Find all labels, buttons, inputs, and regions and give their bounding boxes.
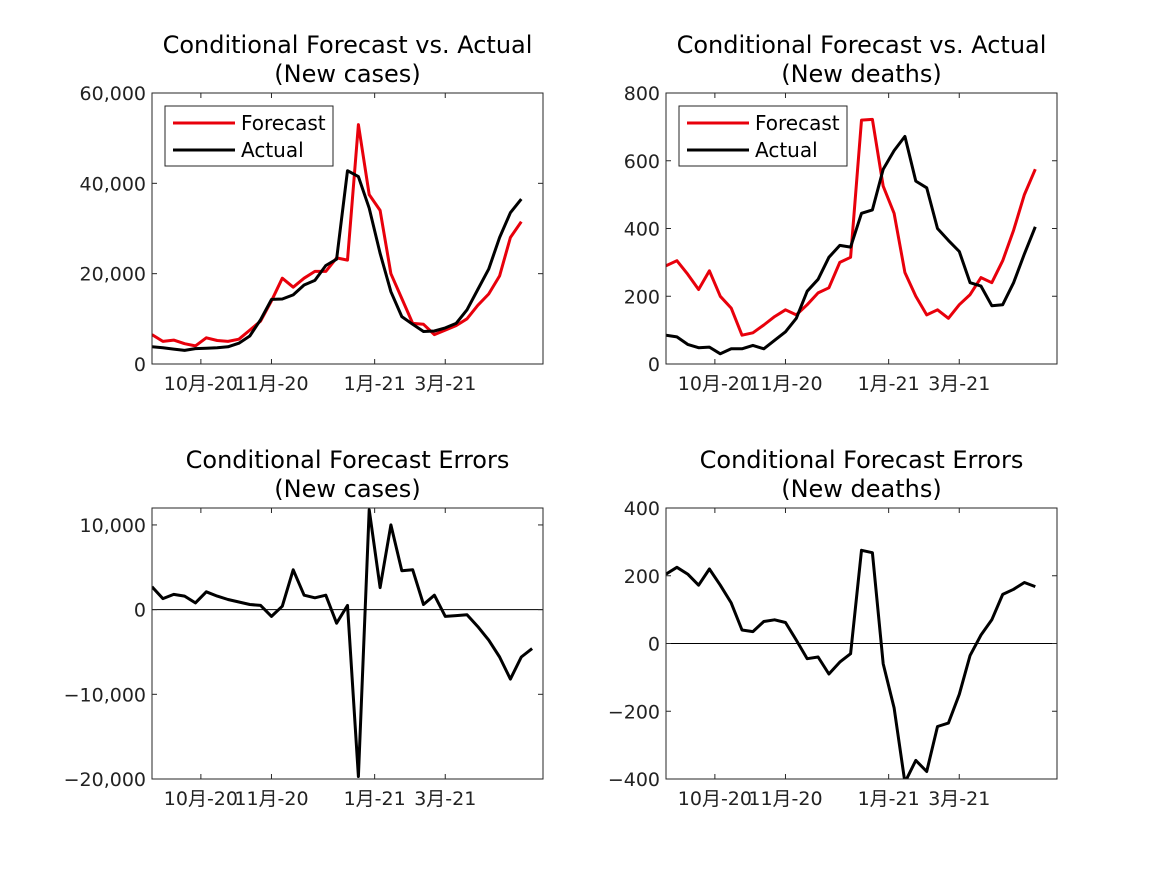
- cases-chart: Conditional Forecast vs. Actual(New case…: [80, 31, 544, 395]
- deaths-errors-xtick-label: 11月-20: [748, 788, 822, 810]
- cases-legend-label-forecast: Forecast: [241, 111, 326, 135]
- deaths-xtick-label: 11月-20: [748, 373, 822, 395]
- cases-errors-xtick-label: 11月-20: [234, 788, 308, 810]
- deaths-ytick-label: 800: [624, 83, 660, 105]
- deaths-ytick-label: 400: [624, 219, 660, 241]
- cases-errors-ytick-label: 10,000: [80, 515, 146, 537]
- deaths-errors-xtick-label: 3月-21: [928, 788, 990, 810]
- cases-xtick-label: 1月-21: [344, 373, 406, 395]
- cases-errors-ytick-label: −10,000: [64, 684, 146, 706]
- deaths-chart: Conditional Forecast vs. Actual(New deat…: [624, 31, 1058, 395]
- deaths-xtick-label: 10月-20: [678, 373, 752, 395]
- cases-legend-label-actual: Actual: [241, 138, 304, 162]
- cases-ytick-label: 20,000: [80, 264, 146, 286]
- cases-errors-ytick-label: 0: [134, 600, 146, 622]
- deaths-errors-title: Conditional Forecast Errors: [700, 446, 1024, 474]
- deaths-legend-label-actual: Actual: [755, 138, 818, 162]
- deaths-errors-ytick-label: 0: [648, 634, 660, 656]
- deaths-ytick-label: 200: [624, 286, 660, 308]
- deaths-xtick-label: 3月-21: [928, 373, 990, 395]
- deaths-errors-xtick-label: 1月-21: [858, 788, 920, 810]
- cases-ytick-label: 0: [134, 354, 146, 376]
- cases-legend: [164, 105, 334, 167]
- cases-xtick-label: 10月-20: [164, 373, 238, 395]
- deaths-errors-xtick-label: 10月-20: [678, 788, 752, 810]
- cases-errors-ytick-label: −20,000: [64, 769, 146, 791]
- deaths-ytick-label: 600: [624, 151, 660, 173]
- cases-title: Conditional Forecast vs. Actual: [163, 31, 533, 59]
- deaths-series-forecast-line: [666, 117, 1037, 337]
- cases-subtitle: (New cases): [274, 60, 420, 88]
- cases-xtick-label: 3月-21: [414, 373, 476, 395]
- cases-errors-axes-box: [151, 507, 544, 780]
- deaths-errors-ytick-label: −200: [608, 701, 660, 723]
- deaths-legend-label-forecast: Forecast: [755, 111, 840, 135]
- cases-ytick-label: 60,000: [80, 83, 146, 105]
- deaths-errors-subtitle: (New deaths): [781, 475, 942, 503]
- cases-ytick-label: 40,000: [80, 173, 146, 195]
- deaths-title: Conditional Forecast vs. Actual: [677, 31, 1047, 59]
- deaths-subtitle: (New deaths): [781, 60, 942, 88]
- deaths-errors-ytick-label: 200: [624, 566, 660, 588]
- cases-errors-title: Conditional Forecast Errors: [186, 446, 510, 474]
- cases-series-actual-line: [152, 169, 523, 352]
- cases-axes-box: [151, 92, 544, 365]
- deaths-errors-series-error-line: [666, 548, 1036, 779]
- cases-xtick-label: 11月-20: [234, 373, 308, 395]
- deaths-errors-ytick-label: −400: [608, 769, 660, 791]
- deaths-series-actual-line: [666, 134, 1037, 356]
- deaths-errors-ytick-label: 400: [624, 498, 660, 520]
- cases-errors-xtick-label: 1月-21: [344, 788, 406, 810]
- cases-errors-subtitle: (New cases): [274, 475, 420, 503]
- deaths-errors-chart: Conditional Forecast Errors(New deaths) −…: [608, 446, 1058, 810]
- deaths-ytick-label: 0: [648, 354, 660, 376]
- cases-errors-xtick-label: 10月-20: [164, 788, 238, 810]
- cases-errors-xtick-label: 3月-21: [414, 788, 476, 810]
- deaths-legend: [678, 105, 848, 167]
- cases-errors-series-error-line: [152, 508, 534, 778]
- cases-errors-chart: Conditional Forecast Errors(New cases) −2…: [64, 446, 544, 810]
- deaths-xtick-label: 1月-21: [858, 373, 920, 395]
